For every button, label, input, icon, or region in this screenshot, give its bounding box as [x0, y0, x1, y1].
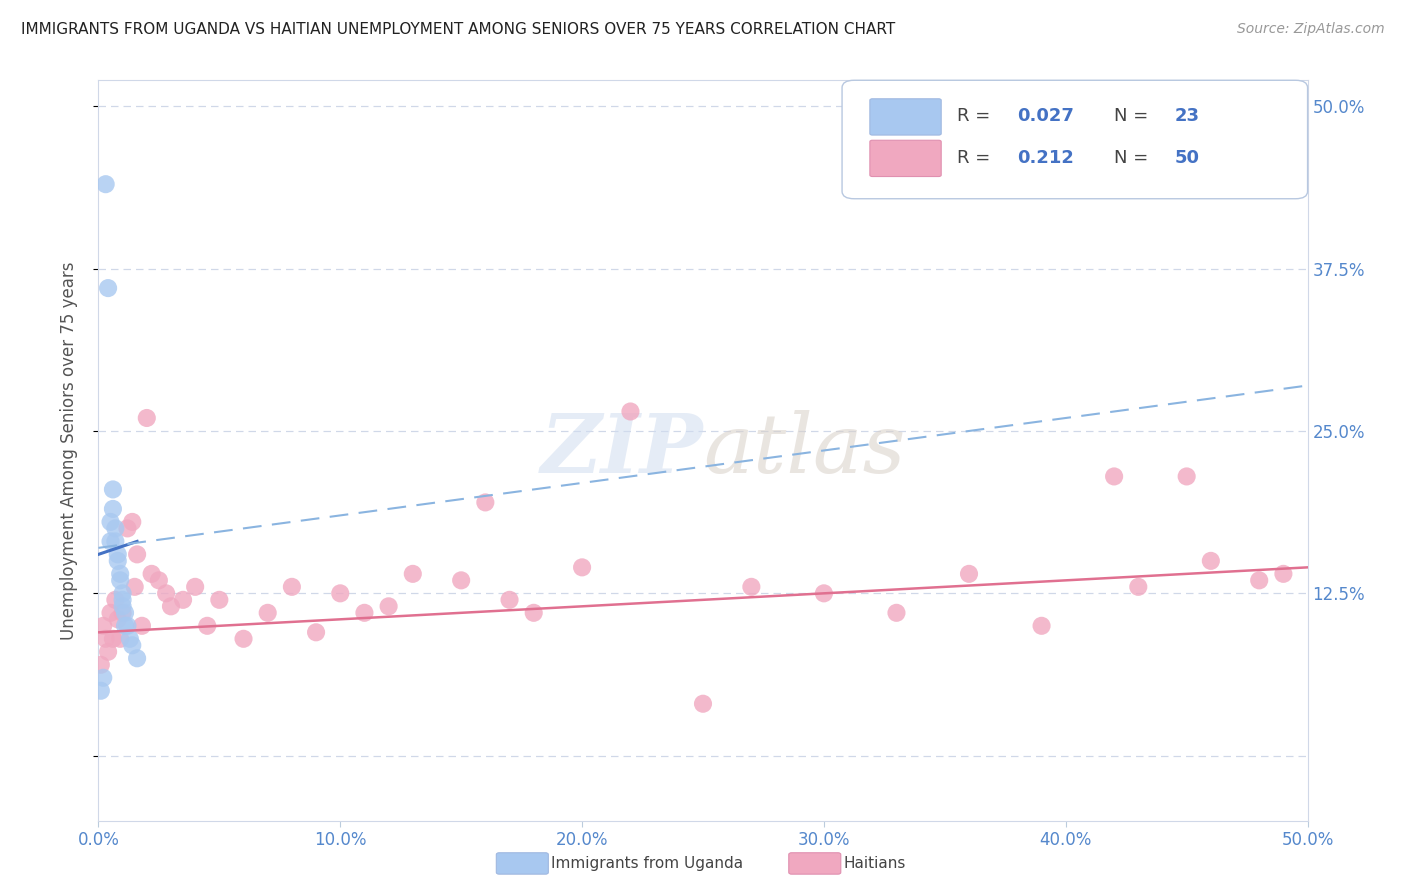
Point — [1175, 469, 1198, 483]
Point — [104, 521, 127, 535]
Point — [1128, 580, 1150, 594]
Point — [141, 566, 163, 581]
Point — [101, 632, 124, 646]
Point — [281, 580, 304, 594]
Point — [111, 599, 134, 614]
Point — [256, 606, 278, 620]
Point — [107, 547, 129, 561]
Point — [692, 697, 714, 711]
Point — [124, 580, 146, 594]
Point — [94, 632, 117, 646]
Point — [91, 619, 114, 633]
Point — [450, 574, 472, 588]
Text: R =: R = — [957, 107, 995, 125]
Point — [1102, 469, 1125, 483]
Point — [114, 619, 136, 633]
Point — [474, 495, 496, 509]
Point — [91, 671, 114, 685]
Point — [160, 599, 183, 614]
Text: Immigrants from Uganda: Immigrants from Uganda — [551, 856, 744, 871]
Point — [498, 592, 520, 607]
Point — [94, 177, 117, 191]
Point — [131, 619, 153, 633]
Point — [619, 404, 641, 418]
Point — [121, 515, 143, 529]
Point — [100, 515, 122, 529]
Point — [111, 592, 134, 607]
Point — [208, 592, 231, 607]
Point — [1199, 554, 1222, 568]
Point — [172, 592, 194, 607]
Point — [957, 566, 980, 581]
Point — [127, 547, 149, 561]
Text: N =: N = — [1114, 149, 1154, 167]
Point — [195, 619, 218, 633]
Point — [108, 566, 131, 581]
Point — [114, 606, 136, 620]
Text: ZIP: ZIP — [540, 410, 703, 491]
Point — [184, 580, 207, 594]
Text: 0.027: 0.027 — [1018, 107, 1074, 125]
Text: Haitians: Haitians — [844, 856, 905, 871]
Point — [111, 586, 134, 600]
Point — [1272, 566, 1295, 581]
Point — [155, 586, 177, 600]
Point — [117, 619, 139, 633]
Point — [101, 502, 124, 516]
Point — [402, 566, 425, 581]
Point — [101, 483, 124, 497]
Point — [117, 521, 139, 535]
Point — [97, 281, 120, 295]
Point — [377, 599, 399, 614]
Point — [100, 606, 122, 620]
Text: N =: N = — [1114, 107, 1154, 125]
Point — [97, 645, 120, 659]
Point — [107, 612, 129, 626]
Point — [232, 632, 254, 646]
Point — [107, 554, 129, 568]
Point — [305, 625, 328, 640]
Point — [90, 657, 112, 672]
Point — [813, 586, 835, 600]
Point — [118, 632, 141, 646]
Point — [353, 606, 375, 620]
Text: 50: 50 — [1174, 149, 1199, 167]
Point — [104, 534, 127, 549]
Point — [135, 411, 157, 425]
Point — [104, 592, 127, 607]
Point — [111, 606, 134, 620]
Point — [329, 586, 352, 600]
Point — [571, 560, 593, 574]
Point — [100, 534, 122, 549]
FancyBboxPatch shape — [842, 80, 1308, 199]
Point — [121, 638, 143, 652]
Text: Source: ZipAtlas.com: Source: ZipAtlas.com — [1237, 22, 1385, 37]
Text: 0.212: 0.212 — [1018, 149, 1074, 167]
Point — [108, 632, 131, 646]
Text: 23: 23 — [1174, 107, 1199, 125]
Point — [108, 574, 131, 588]
Text: R =: R = — [957, 149, 1001, 167]
Point — [523, 606, 546, 620]
Point — [127, 651, 149, 665]
Point — [1249, 574, 1271, 588]
Point — [90, 683, 112, 698]
Point — [1031, 619, 1053, 633]
FancyBboxPatch shape — [870, 99, 941, 135]
FancyBboxPatch shape — [870, 140, 941, 177]
Point — [886, 606, 908, 620]
Point — [148, 574, 170, 588]
Y-axis label: Unemployment Among Seniors over 75 years: Unemployment Among Seniors over 75 years — [59, 261, 77, 640]
Text: IMMIGRANTS FROM UGANDA VS HAITIAN UNEMPLOYMENT AMONG SENIORS OVER 75 YEARS CORRE: IMMIGRANTS FROM UGANDA VS HAITIAN UNEMPL… — [21, 22, 896, 37]
Point — [740, 580, 762, 594]
Text: atlas: atlas — [703, 410, 905, 491]
